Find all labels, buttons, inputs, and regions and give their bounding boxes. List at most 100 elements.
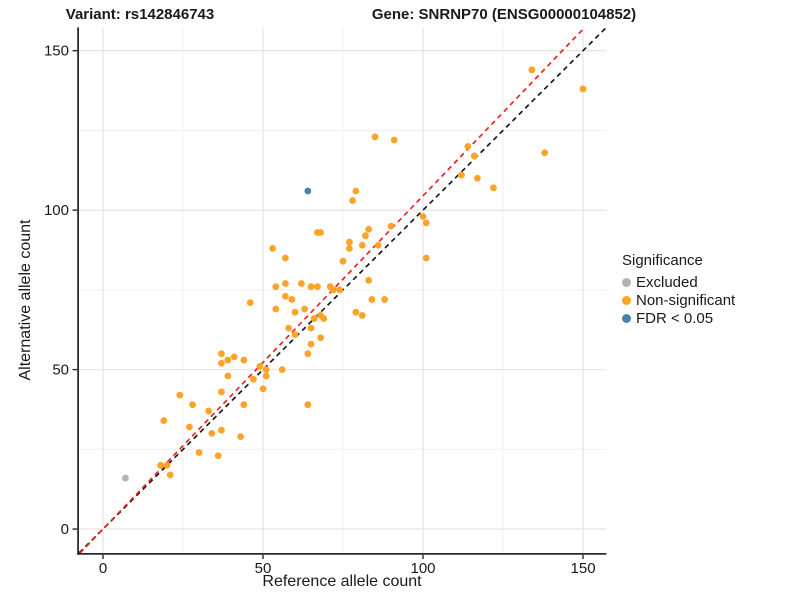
- data-point-non-significant: [368, 296, 376, 303]
- data-point-non-significant: [160, 417, 168, 425]
- data-point-non-significant: [346, 238, 353, 246]
- legend-title: Significance: [622, 252, 703, 269]
- data-point-non-significant: [186, 423, 193, 431]
- excluded-swatch-icon: [622, 277, 631, 287]
- data-point-non-significant: [422, 254, 430, 262]
- data-point-non-significant: [259, 385, 267, 393]
- data-point-non-significant: [528, 66, 536, 74]
- data-point-non-significant: [339, 257, 347, 265]
- y-tick-label: 100: [44, 202, 69, 219]
- data-point-non-significant: [282, 292, 289, 300]
- data-point-non-significant: [365, 276, 373, 284]
- data-point-non-significant: [422, 219, 430, 227]
- data-point-non-significant: [288, 296, 296, 303]
- data-point-fdr-0-05: [304, 187, 312, 195]
- data-point-non-significant: [307, 324, 315, 332]
- data-point-non-significant: [282, 254, 289, 262]
- data-point-non-significant: [189, 401, 197, 409]
- data-point-non-significant: [195, 449, 203, 456]
- data-point-non-significant: [246, 299, 254, 307]
- legend-item-label: Excluded: [636, 273, 698, 291]
- data-point-non-significant: [314, 283, 321, 291]
- data-point-non-significant: [381, 296, 389, 303]
- legend: Significance Excluded Non-significant FD…: [622, 252, 735, 327]
- data-point-non-significant: [205, 407, 213, 415]
- data-point-non-significant: [371, 133, 379, 141]
- data-point-non-significant: [256, 363, 264, 370]
- data-point-non-significant: [157, 461, 165, 469]
- data-point-excluded: [122, 474, 129, 482]
- data-point-non-significant: [285, 324, 293, 332]
- data-point-non-significant: [291, 308, 299, 316]
- x-tick-label: 150: [571, 560, 596, 577]
- data-point-non-significant: [419, 213, 427, 220]
- data-point-non-significant: [218, 426, 225, 434]
- data-point-non-significant: [166, 471, 174, 479]
- data-point-non-significant: [218, 350, 225, 358]
- data-point-non-significant: [262, 372, 270, 380]
- data-point-non-significant: [298, 280, 305, 287]
- data-point-non-significant: [269, 245, 277, 252]
- data-point-non-significant: [317, 334, 325, 342]
- data-point-non-significant: [464, 142, 472, 150]
- data-point-non-significant: [230, 353, 238, 361]
- data-point-non-significant: [301, 305, 309, 313]
- data-point-non-significant: [272, 283, 280, 291]
- data-point-non-significant: [358, 311, 366, 319]
- x-tick-label: 100: [411, 560, 436, 577]
- data-point-non-significant: [163, 461, 171, 469]
- data-point-non-significant: [224, 372, 232, 380]
- plot-title-variant: Variant: rs142846743: [65, 6, 215, 23]
- data-point-non-significant: [330, 286, 337, 294]
- data-point-non-significant: [490, 184, 497, 192]
- data-point-non-significant: [208, 430, 216, 437]
- legend-item-label: FDR < 0.05: [636, 309, 714, 327]
- legend-item-non-significant: Non-significant: [622, 291, 735, 309]
- fdr-swatch-icon: [622, 313, 631, 323]
- data-point-non-significant: [374, 241, 382, 249]
- data-point-non-significant: [240, 356, 248, 364]
- data-point-non-significant: [470, 152, 478, 160]
- data-point-non-significant: [317, 229, 325, 236]
- data-point-non-significant: [307, 340, 315, 348]
- y-tick-label: 150: [44, 43, 69, 60]
- non-significant-swatch-icon: [622, 295, 631, 305]
- data-point-non-significant: [304, 401, 312, 409]
- data-point-non-significant: [291, 331, 299, 338]
- plot-title-gene: Gene: SNRNP70 (ENSG00000104852): [371, 6, 637, 23]
- legend-item-label: Non-significant: [636, 291, 736, 309]
- data-point-non-significant: [262, 366, 270, 374]
- data-point-non-significant: [250, 375, 257, 383]
- legend-item-fdr: FDR < 0.05: [622, 309, 735, 327]
- x-tick-label: 50: [255, 560, 272, 577]
- data-point-non-significant: [458, 171, 465, 179]
- data-point-non-significant: [365, 225, 373, 233]
- data-point-non-significant: [579, 85, 587, 93]
- data-point-non-significant: [390, 136, 398, 144]
- data-point-non-significant: [310, 315, 318, 322]
- data-point-non-significant: [218, 388, 225, 396]
- data-point-non-significant: [240, 401, 248, 409]
- data-point-non-significant: [349, 197, 357, 204]
- data-point-non-significant: [352, 308, 360, 316]
- data-point-non-significant: [474, 174, 481, 182]
- data-point-non-significant: [307, 283, 315, 291]
- data-point-non-significant: [278, 366, 286, 374]
- data-point-non-significant: [541, 149, 549, 157]
- data-point-non-significant: [352, 187, 360, 195]
- legend-item-excluded: Excluded: [622, 273, 735, 291]
- data-point-non-significant: [272, 305, 280, 313]
- data-point-non-significant: [218, 359, 225, 367]
- data-point-non-significant: [320, 315, 328, 322]
- data-point-non-significant: [358, 241, 366, 249]
- data-point-non-significant: [346, 245, 353, 252]
- y-axis-label: Alternative allele count: [17, 219, 34, 381]
- data-point-non-significant: [387, 222, 395, 230]
- y-tick-label: 0: [61, 521, 69, 538]
- data-point-non-significant: [362, 232, 369, 240]
- data-point-non-significant: [224, 356, 232, 364]
- data-point-non-significant: [282, 280, 289, 287]
- data-point-non-significant: [214, 452, 222, 460]
